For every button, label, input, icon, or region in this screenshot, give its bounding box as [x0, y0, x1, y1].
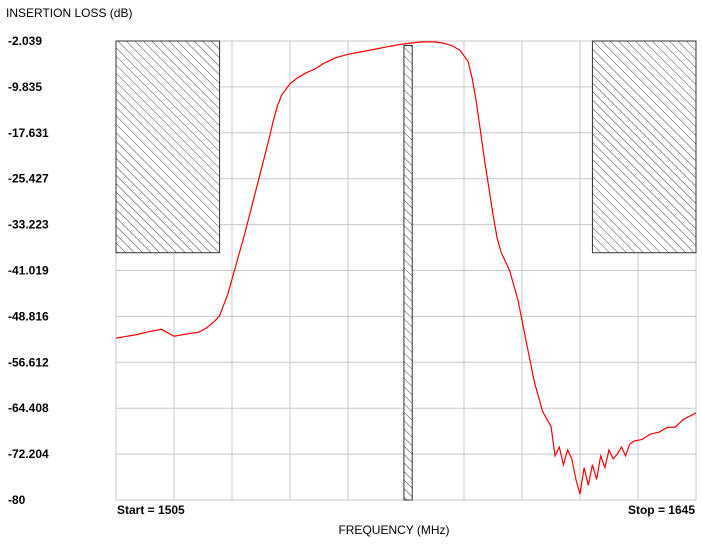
y-tick-label: -80	[8, 493, 26, 507]
y-tick-label: -9.835	[8, 80, 42, 94]
spec-mask-3	[591, 40, 697, 254]
y-tick-labels: -2.039 -9.835 -17.631 -25.427 -33.223 -41.019…	[8, 34, 49, 507]
insertion-loss-trace	[115, 41, 697, 495]
y-tick-label: -72.204	[8, 447, 49, 461]
spec-mask-2	[403, 44, 413, 501]
y-tick-label: -25.427	[8, 172, 49, 186]
spec-masks	[115, 40, 697, 501]
y-tick-label: -33.223	[8, 218, 49, 232]
y-tick-label: -41.019	[8, 264, 49, 278]
y-tick-label: -56.612	[8, 355, 49, 369]
y-tick-label: -48.816	[8, 309, 49, 323]
spec-mask-1	[115, 40, 221, 254]
x-axis-label: FREQUENCY (MHz)	[338, 523, 449, 537]
start-frequency-label: Start = 1505	[117, 503, 185, 517]
y-tick-label: -2.039	[8, 34, 42, 48]
y-tick-label: -17.631	[8, 126, 49, 140]
stop-frequency-label: Stop = 1645	[628, 503, 695, 517]
y-axis-label: INSERTION LOSS (dB)	[6, 6, 132, 20]
y-tick-label: -64.408	[8, 401, 49, 415]
